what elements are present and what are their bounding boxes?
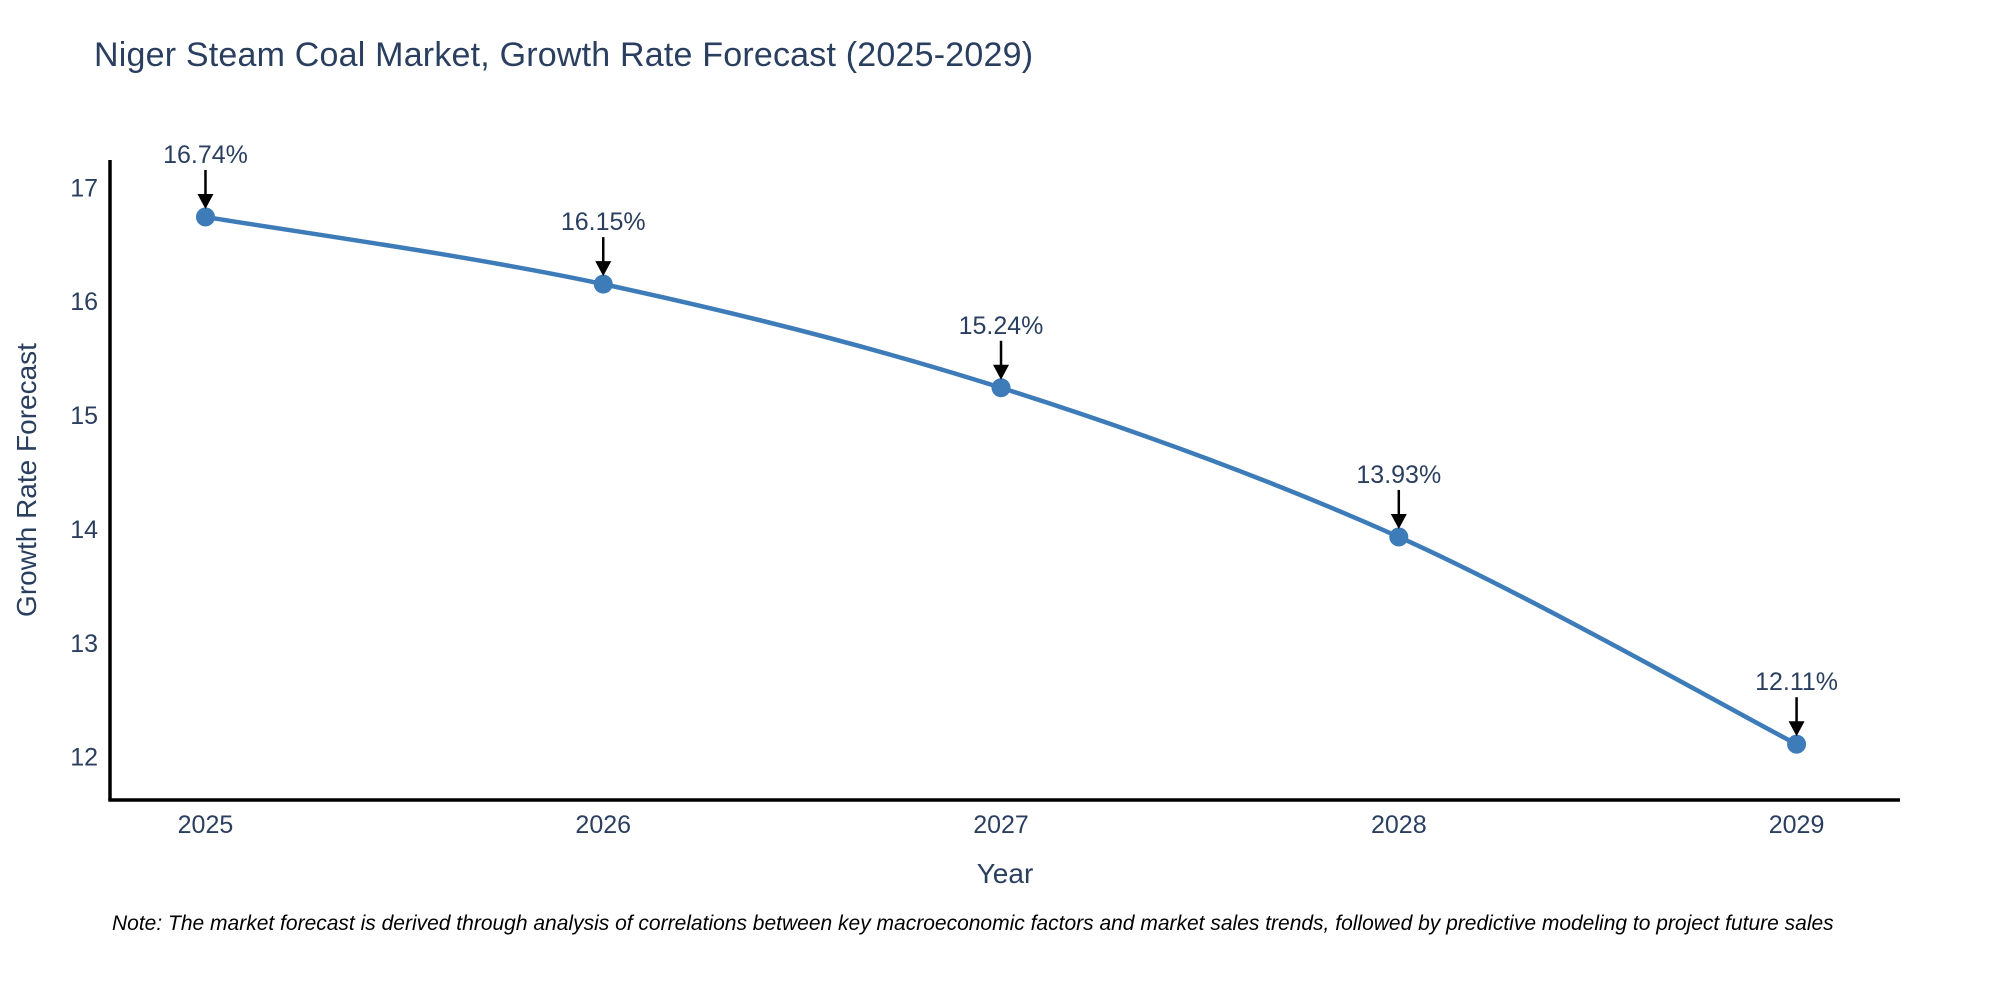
x-tick-label: 2027 — [973, 811, 1029, 839]
annotation-arrowhead-icon — [1788, 721, 1805, 737]
y-tick-label: 14 — [70, 516, 98, 544]
data-point-marker[interactable] — [1389, 527, 1409, 547]
annotation-label: 15.24% — [959, 312, 1044, 340]
x-tick-label: 2025 — [178, 811, 234, 839]
annotation-label: 13.93% — [1356, 461, 1441, 489]
annotation-arrowhead-icon — [993, 364, 1010, 380]
x-tick-label: 2026 — [575, 811, 631, 839]
annotation-label: 16.74% — [163, 141, 248, 169]
annotation-arrowhead-icon — [595, 261, 612, 277]
data-point-marker[interactable] — [593, 274, 613, 294]
chart-note: Note: The market forecast is derived thr… — [112, 912, 1834, 935]
y-tick-label: 17 — [70, 174, 98, 202]
annotation-label: 12.11% — [1755, 668, 1838, 696]
trend-line — [203, 214, 1799, 747]
annotation-arrowhead-icon — [1390, 513, 1407, 529]
y-tick-label: 13 — [70, 630, 98, 658]
y-tick-label: 12 — [70, 744, 98, 772]
y-tick-label: 16 — [70, 288, 98, 316]
x-tick-label: 2029 — [1769, 811, 1825, 839]
data-point-marker[interactable] — [991, 378, 1011, 398]
data-point-marker[interactable] — [1787, 734, 1807, 754]
x-tick-label: 2028 — [1371, 811, 1427, 839]
x-axis-title: Year — [977, 858, 1034, 889]
y-tick-label: 15 — [70, 402, 98, 430]
chart-title: Niger Steam Coal Market, Growth Rate For… — [94, 36, 1034, 74]
annotation-label: 16.15% — [561, 208, 646, 236]
y-axis-title: Growth Rate Forecast — [11, 343, 42, 617]
annotation-arrowhead-icon — [197, 193, 214, 209]
data-point-marker[interactable] — [195, 207, 215, 227]
